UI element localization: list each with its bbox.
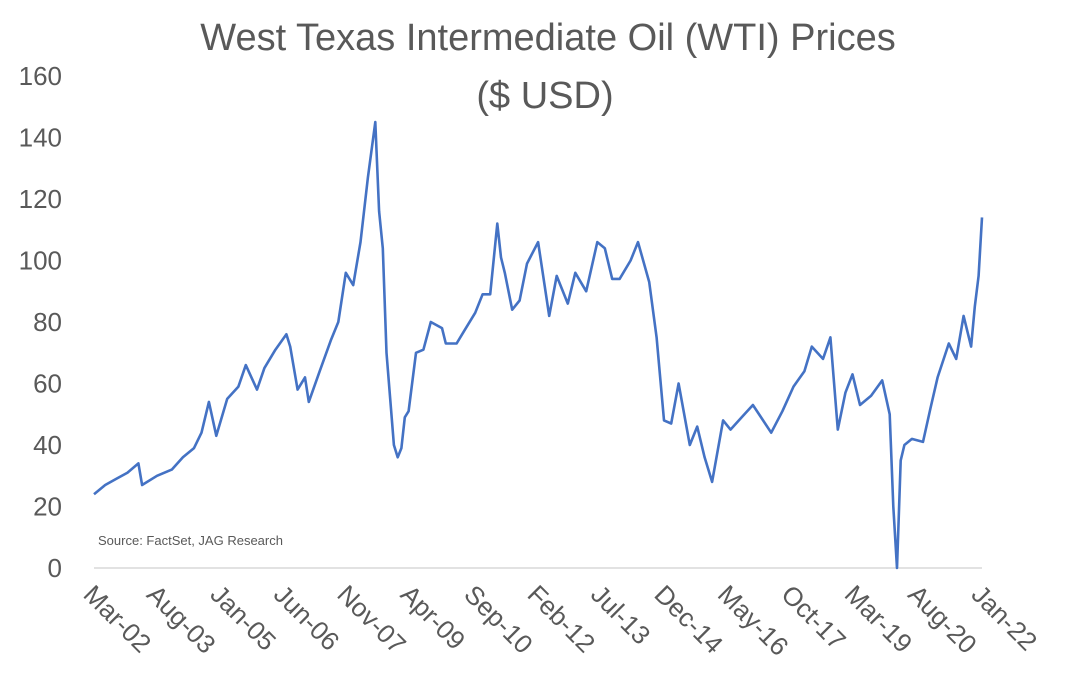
x-tick-label: Jan-05 [205, 579, 282, 656]
y-tick-label: 60 [33, 369, 62, 399]
x-tick-label: Aug-03 [141, 579, 221, 659]
y-tick-label: 20 [33, 492, 62, 522]
y-tick-label: 140 [19, 123, 62, 153]
x-tick-label: Sep-10 [458, 579, 538, 659]
y-tick-label: 40 [33, 430, 62, 460]
x-tick-label: Nov-07 [331, 579, 411, 659]
x-tick-label: Mar-02 [78, 579, 157, 658]
x-tick-label: Aug-20 [902, 579, 982, 659]
y-tick-label: 120 [19, 184, 62, 214]
y-axis-tick-labels: 0 20 40 60 80 100 120 140 160 [19, 61, 62, 583]
y-tick-label: 160 [19, 61, 62, 91]
x-tick-label: May-16 [712, 579, 795, 662]
series-line [93, 120, 984, 570]
y-tick-label: 100 [19, 246, 62, 276]
x-tick-label: Jan-22 [966, 579, 1043, 656]
y-tick-label: 80 [33, 307, 62, 337]
x-tick-label: Feb-12 [522, 579, 601, 658]
x-tick-label: Jun-06 [268, 579, 345, 656]
x-tick-label: Apr-09 [395, 579, 471, 655]
chart-subtitle: ($ USD) [476, 75, 613, 117]
y-tick-label: 0 [48, 553, 62, 583]
series-layer [93, 120, 984, 570]
chart-title: West Texas Intermediate Oil (WTI) Prices [200, 17, 895, 59]
source-annotation: Source: FactSet, JAG Research [98, 533, 283, 548]
x-axis-tick-labels: Mar-02Aug-03Jan-05Jun-06Nov-07Apr-09Sep-… [78, 579, 1043, 662]
x-tick-label: Dec-14 [649, 579, 729, 659]
x-tick-label: Mar-19 [839, 579, 918, 658]
